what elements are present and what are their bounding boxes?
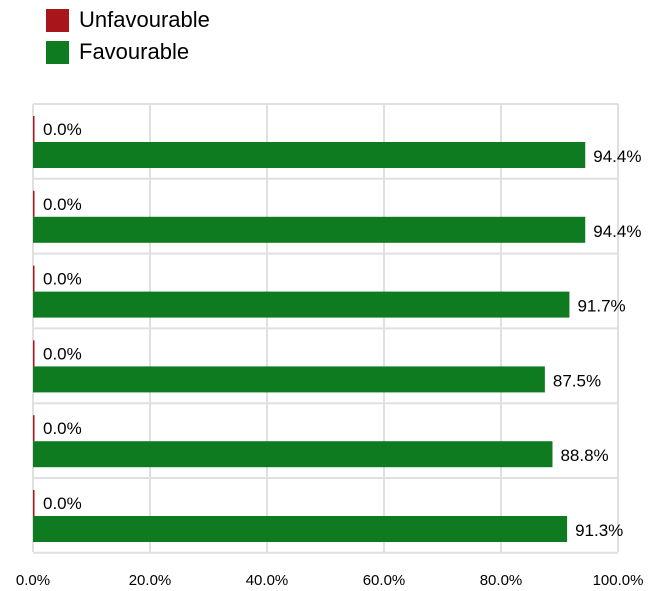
legend-swatch-favourable: [46, 40, 69, 64]
bar-unfavourable[interactable]: [33, 116, 35, 142]
bar-unfavourable[interactable]: [33, 340, 35, 367]
data-label-unfavourable: 0.0%: [43, 120, 82, 139]
data-label-unfavourable: 0.0%: [43, 270, 82, 289]
bar-favourable[interactable]: [33, 366, 545, 393]
bar-favourable[interactable]: [33, 441, 553, 468]
legend-item-unfavourable[interactable]: Unfavourable: [46, 7, 210, 32]
legend-item-favourable[interactable]: Favourable: [46, 39, 210, 64]
data-label-favourable: 94.4%: [593, 147, 641, 166]
bar-unfavourable[interactable]: [33, 265, 35, 292]
legend-label-favourable: Favourable: [79, 39, 190, 64]
data-label-favourable: 91.3%: [575, 521, 623, 540]
data-label-favourable: 87.5%: [553, 371, 601, 390]
bar-favourable[interactable]: [33, 516, 568, 542]
bar-favourable[interactable]: [33, 291, 570, 318]
x-tick-label: 0.0%: [16, 572, 50, 589]
bar-unfavourable[interactable]: [33, 415, 35, 442]
legend: Unfavourable Favourable: [46, 7, 210, 72]
bar-favourable[interactable]: [33, 142, 586, 168]
x-tick-label: 80.0%: [480, 572, 523, 589]
data-label-unfavourable: 0.0%: [43, 195, 82, 214]
x-tick-label: 40.0%: [246, 572, 289, 589]
x-tick-label: 60.0%: [363, 572, 406, 589]
data-label-unfavourable: 0.0%: [43, 344, 82, 363]
data-label-favourable: 91.7%: [577, 297, 625, 316]
legend-label-unfavourable: Unfavourable: [79, 7, 210, 32]
bar-unfavourable[interactable]: [33, 190, 35, 217]
x-tick-label: 100.0%: [593, 572, 644, 589]
data-label-favourable: 94.4%: [593, 222, 641, 241]
x-tick-label: 20.0%: [129, 572, 172, 589]
data-label-unfavourable: 0.0%: [43, 419, 82, 438]
data-label-favourable: 88.8%: [560, 446, 608, 465]
data-label-unfavourable: 0.0%: [43, 494, 82, 513]
legend-swatch-unfavourable: [46, 8, 69, 32]
bar-favourable[interactable]: [33, 216, 586, 243]
bar-unfavourable[interactable]: [33, 490, 35, 516]
